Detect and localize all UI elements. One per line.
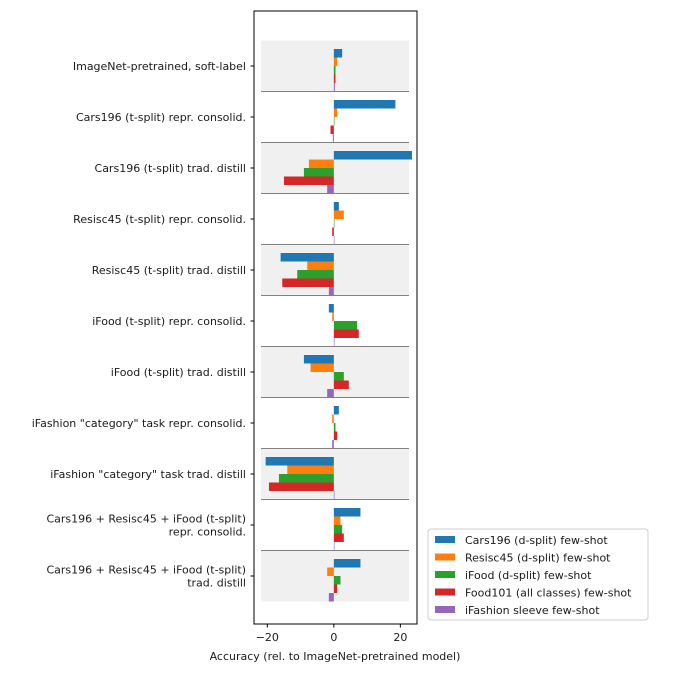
bar [332,440,334,449]
bar [333,423,336,432]
bar [332,134,334,143]
bar [332,227,334,236]
legend-label: Food101 (all classes) few-shot [465,587,632,600]
bar [333,329,359,338]
group-separator-layer [261,91,409,551]
bar [333,576,341,585]
legend-label: Resisc45 (d-split) few-shot [465,552,611,565]
legend-swatch [435,536,455,543]
bar [332,414,334,423]
bar [265,457,334,466]
legend-frame [427,528,649,621]
bar [327,185,334,194]
x-tick-label: 20 [393,631,407,644]
legend-swatch [435,606,455,613]
category-label: ImageNet-pretrained, soft-label [73,60,246,73]
bar [333,236,335,245]
bar [278,474,334,483]
bar [328,287,334,296]
bar [333,525,343,534]
x-tick-label: −20 [256,631,279,644]
bar [333,516,341,525]
legend-label: iFood (d-split) few-shot [465,569,592,582]
bar [268,482,334,491]
bar [333,83,335,92]
legend-swatch [435,571,455,578]
bar [333,151,413,160]
group-shade [261,142,409,194]
category-label: Cars196 (t-split) repr. consolid. [76,111,246,124]
bar [280,253,334,262]
legend-label: iFashion sleeve few-shot [465,604,600,617]
bar [303,168,334,177]
bar [333,542,335,551]
bar [328,593,334,602]
bar [333,219,335,228]
category-label: iFashion "category" task trad. distill [50,468,246,481]
category-label: trad. distill [187,577,246,590]
bar [332,312,334,321]
x-axis-label: Accuracy (rel. to ImageNet-pretrained mo… [210,650,461,663]
category-label: Cars196 + Resisc45 + iFood (t-split) [46,513,246,526]
bar [307,261,334,270]
category-label: iFood (t-split) trad. distill [111,366,246,379]
x-tick-label: 0 [330,631,337,644]
bar [333,117,335,126]
bar [282,278,334,287]
legend: Cars196 (d-split) few-shot Resisc45 (d-sp… [427,528,649,621]
category-label: Cars196 (t-split) trad. distill [95,162,246,175]
bar [287,465,334,474]
bar [333,338,335,347]
bar [303,355,334,364]
bar [333,380,349,389]
bar [328,304,334,313]
bar [333,559,361,568]
bar [333,321,358,330]
bar [333,100,396,109]
bar [333,66,336,75]
bar [330,125,334,134]
bar [327,389,334,398]
category-label: iFashion "category" task repr. consolid. [32,417,246,430]
group-shade [261,244,409,296]
category-label: Resisc45 (t-split) trad. distill [92,264,246,277]
plot-frame [253,10,418,625]
bar [327,567,334,576]
legend-label: Cars196 (d-split) few-shot [465,534,608,547]
bar [333,108,338,117]
bar [333,202,339,211]
bar [333,406,339,415]
bar [283,176,334,185]
legend-swatch [435,553,455,561]
category-label: repr. consolid. [169,526,246,539]
category-labels-layer: ImageNet-pretrained, soft-label Cars196 (… [32,60,254,590]
bar [333,57,338,66]
bar [297,270,334,279]
bar [333,533,344,542]
bar [333,584,338,593]
bar [333,49,343,58]
bar [308,159,334,168]
bars-layer [265,49,413,602]
category-label: Resisc45 (t-split) repr. consolid. [73,213,246,226]
category-label: Cars196 + Resisc45 + iFood (t-split) [46,564,246,577]
bar [333,508,361,517]
category-label: iFood (t-split) repr. consolid. [92,315,246,328]
bar [333,491,335,500]
legend-swatch [435,588,455,596]
x-ticks-layer: −20 0 20 [256,624,407,644]
bar [333,210,344,219]
bar [333,74,336,83]
bar [333,372,344,381]
bar [333,431,338,440]
bar [310,363,334,372]
